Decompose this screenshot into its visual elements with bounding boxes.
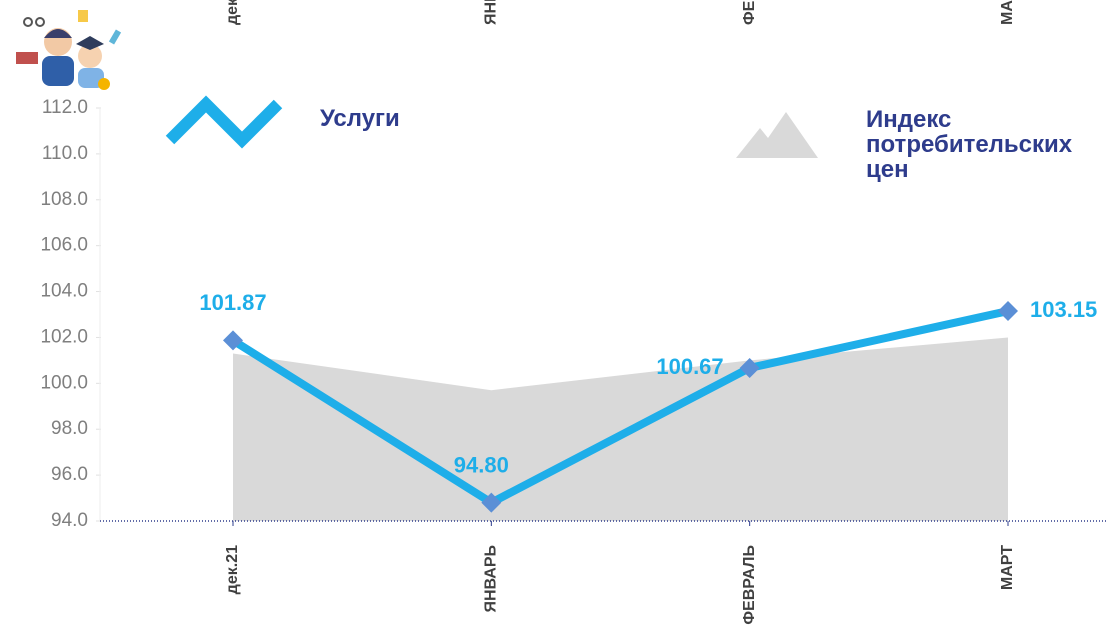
chart: 94.0 96.0 98.0 100.0 102.0 104.0 106.0 108.0 110… xyxy=(0,0,1107,637)
legend-label: Услуги xyxy=(320,106,400,131)
legend-line-icon xyxy=(170,104,278,140)
y-tick-label: 96.0 xyxy=(51,464,88,485)
x-tick-label: ЯНВАРЬ xyxy=(483,545,500,613)
area xyxy=(233,337,1008,521)
x-tick-label: МАРТ xyxy=(999,545,1016,590)
y-tick-label: 100.0 xyxy=(40,372,88,393)
y-tick-label: 104.0 xyxy=(40,281,88,302)
x-tick-label-top: МАРТ xyxy=(999,0,1016,25)
x-tick-label-top: ФЕВРАЛЬ xyxy=(741,0,758,25)
marker xyxy=(998,301,1018,321)
data-label: 100.67 xyxy=(656,354,723,379)
legend-label: Индекс потребительских цен xyxy=(866,107,1096,182)
x-tick-label-top: ЯНВАРЬ xyxy=(483,0,500,25)
legend-area-icon xyxy=(736,112,818,158)
y-tick-label: 108.0 xyxy=(40,189,88,210)
page: 94.0 96.0 98.0 100.0 102.0 104.0 106.0 108.0 110… xyxy=(0,0,1107,637)
y-tick-label: 110.0 xyxy=(42,143,88,164)
x-tick-label-top: дек.21 xyxy=(224,0,241,25)
y-tick-label: 102.0 xyxy=(40,326,88,347)
y-tick-label: 106.0 xyxy=(40,235,88,256)
y-tick-label: 98.0 xyxy=(51,418,88,439)
y-tick-label: 112.0 xyxy=(42,97,88,118)
logo-icon xyxy=(16,10,121,90)
x-tick-label: ФЕВРАЛЬ xyxy=(741,545,758,625)
y-tick-label: 94.0 xyxy=(51,510,88,531)
data-label: 101.87 xyxy=(199,290,266,315)
x-tick-label: дек.21 xyxy=(224,545,241,594)
data-label: 103.15 xyxy=(1030,297,1097,322)
data-label: 94.80 xyxy=(454,452,509,477)
